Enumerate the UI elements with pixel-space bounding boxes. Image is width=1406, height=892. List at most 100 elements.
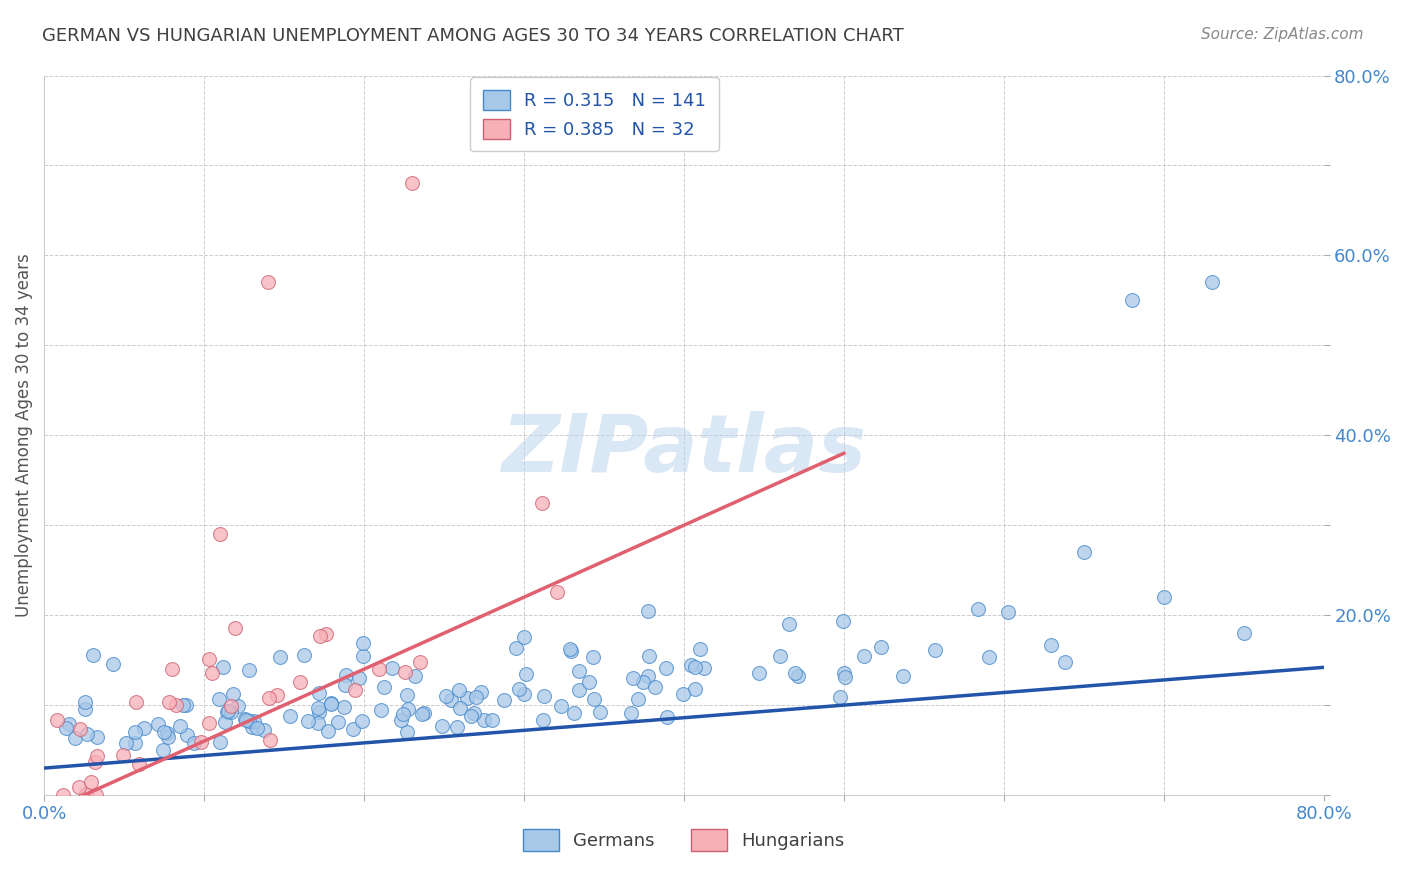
Point xyxy=(86,730,108,744)
Point xyxy=(52,788,75,802)
Point xyxy=(172,698,194,712)
Point xyxy=(222,687,245,701)
Point xyxy=(157,695,180,709)
Point xyxy=(392,707,415,722)
Point xyxy=(786,669,808,683)
Point xyxy=(240,720,263,734)
Point xyxy=(1040,639,1063,653)
Point xyxy=(832,665,855,680)
Point xyxy=(508,682,530,697)
Point xyxy=(297,714,319,729)
Point xyxy=(1233,626,1256,640)
Point xyxy=(84,788,107,802)
Point xyxy=(533,689,555,703)
Point xyxy=(396,688,419,702)
Point xyxy=(370,702,392,716)
Point xyxy=(214,714,236,729)
Point xyxy=(413,706,436,720)
Point xyxy=(208,692,231,706)
Point xyxy=(1201,276,1223,290)
Point xyxy=(86,748,108,763)
Point xyxy=(132,721,155,735)
Point xyxy=(470,685,492,699)
Point xyxy=(631,675,654,690)
Point xyxy=(367,662,389,676)
Point xyxy=(219,699,242,714)
Point xyxy=(679,657,702,672)
Point xyxy=(1121,293,1143,308)
Point xyxy=(238,714,260,728)
Point xyxy=(235,713,257,727)
Point xyxy=(84,755,107,769)
Point xyxy=(967,602,990,616)
Point xyxy=(190,735,212,749)
Point xyxy=(620,706,643,720)
Point xyxy=(531,714,554,728)
Point xyxy=(693,661,716,675)
Text: GERMAN VS HUNGARIAN UNEMPLOYMENT AMONG AGES 30 TO 34 YEARS CORRELATION CHART: GERMAN VS HUNGARIAN UNEMPLOYMENT AMONG A… xyxy=(42,27,904,45)
Point xyxy=(156,725,179,739)
Point xyxy=(683,681,706,696)
Point xyxy=(342,722,364,736)
Point xyxy=(621,671,644,685)
Point xyxy=(582,650,605,665)
Point xyxy=(440,693,463,707)
Point xyxy=(253,723,276,737)
Point xyxy=(319,698,342,712)
Point xyxy=(217,704,239,718)
Point xyxy=(560,644,582,658)
Point xyxy=(869,640,891,654)
Point xyxy=(215,705,238,719)
Point xyxy=(308,685,330,699)
Point xyxy=(292,648,315,662)
Point xyxy=(198,715,221,730)
Point xyxy=(558,642,581,657)
Point xyxy=(778,617,800,632)
Point xyxy=(63,731,86,746)
Point xyxy=(831,615,853,629)
Point xyxy=(82,648,104,662)
Point xyxy=(335,668,357,682)
Point xyxy=(395,724,418,739)
Point xyxy=(655,710,678,724)
Point xyxy=(343,682,366,697)
Point xyxy=(550,698,572,713)
Point xyxy=(464,690,486,704)
Point xyxy=(209,527,232,541)
Point xyxy=(67,780,90,794)
Point xyxy=(307,701,329,715)
Point xyxy=(492,693,515,707)
Point xyxy=(308,629,330,643)
Point xyxy=(828,690,851,704)
Point xyxy=(233,712,256,726)
Point xyxy=(389,713,412,727)
Point xyxy=(589,705,612,719)
Point xyxy=(505,641,527,656)
Point xyxy=(319,696,342,710)
Point xyxy=(69,723,91,737)
Point xyxy=(381,661,404,675)
Point xyxy=(257,276,280,290)
Point xyxy=(246,721,269,735)
Point xyxy=(201,666,224,681)
Point xyxy=(46,714,69,728)
Point xyxy=(446,720,468,734)
Point xyxy=(689,642,711,657)
Point xyxy=(128,757,150,772)
Point xyxy=(401,177,423,191)
Point xyxy=(212,660,235,674)
Point xyxy=(637,668,659,682)
Point xyxy=(578,675,600,690)
Point xyxy=(472,713,495,727)
Point xyxy=(224,621,246,635)
Point xyxy=(396,702,419,716)
Point xyxy=(513,687,536,701)
Point xyxy=(174,698,197,713)
Point xyxy=(637,604,659,618)
Point xyxy=(169,719,191,733)
Point xyxy=(562,706,585,721)
Point xyxy=(226,698,249,713)
Point xyxy=(783,665,806,680)
Point xyxy=(125,696,148,710)
Text: Source: ZipAtlas.com: Source: ZipAtlas.com xyxy=(1201,27,1364,42)
